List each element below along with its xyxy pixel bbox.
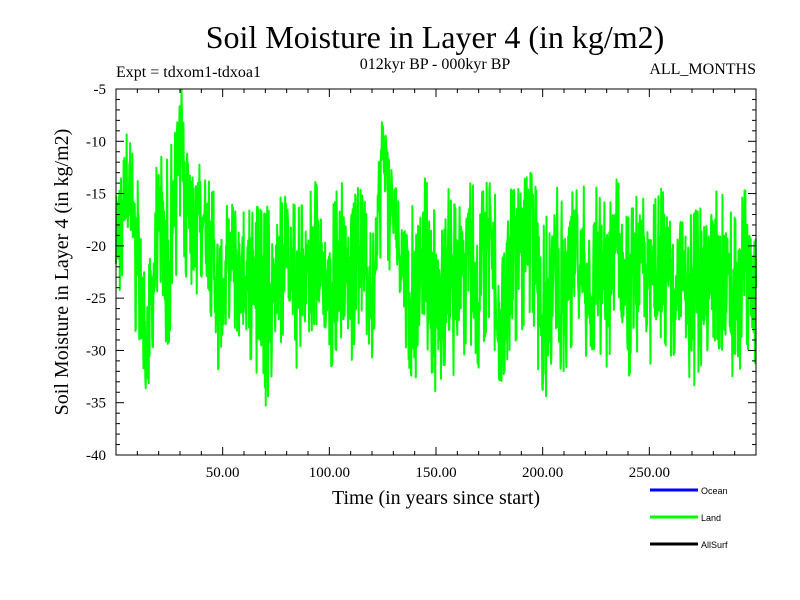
y-tick-label: -5: [94, 82, 107, 98]
y-tick-label: -10: [86, 134, 106, 150]
y-tick-label: -35: [86, 396, 106, 412]
y-axis-title: Soil Moisture in Layer 4 (in kg/m2): [51, 129, 73, 416]
y-tick-label: -40: [86, 448, 106, 464]
legend-label-allsurf: AllSurf: [701, 540, 728, 550]
x-axis-title: Time (in years since start): [332, 487, 540, 509]
line-layer: [115, 88, 757, 407]
y-tick-label: -30: [86, 343, 106, 359]
y-tick-label: -20: [86, 239, 106, 255]
x-tick-label: 250.00: [629, 465, 670, 481]
experiment-label: Expt = tdxom1-tdxoa1: [116, 64, 261, 81]
months-label: ALL_MONTHS: [649, 61, 756, 78]
chart-subtitle: 012kyr BP - 000kyr BP: [360, 56, 511, 73]
x-tick-label: 150.00: [415, 465, 456, 481]
legend-label-land: Land: [701, 513, 721, 523]
chart-title: Soil Moisture in Layer 4 (in kg/m2): [206, 19, 665, 55]
axis-layer: 50.00 100.00 150.00 200.00 250.00 -40 -35 -30 -2…: [86, 82, 757, 481]
legend: Ocean Land AllSurf: [650, 486, 728, 550]
legend-label-ocean: Ocean: [701, 486, 728, 496]
x-tick-label: 200.00: [522, 465, 563, 481]
y-tick-label: -25: [86, 291, 106, 307]
x-tick-label: 50.00: [206, 465, 240, 481]
y-tick-label: -15: [86, 187, 106, 203]
x-tick-label: 100.00: [309, 465, 350, 481]
series-line-land: [115, 88, 757, 407]
